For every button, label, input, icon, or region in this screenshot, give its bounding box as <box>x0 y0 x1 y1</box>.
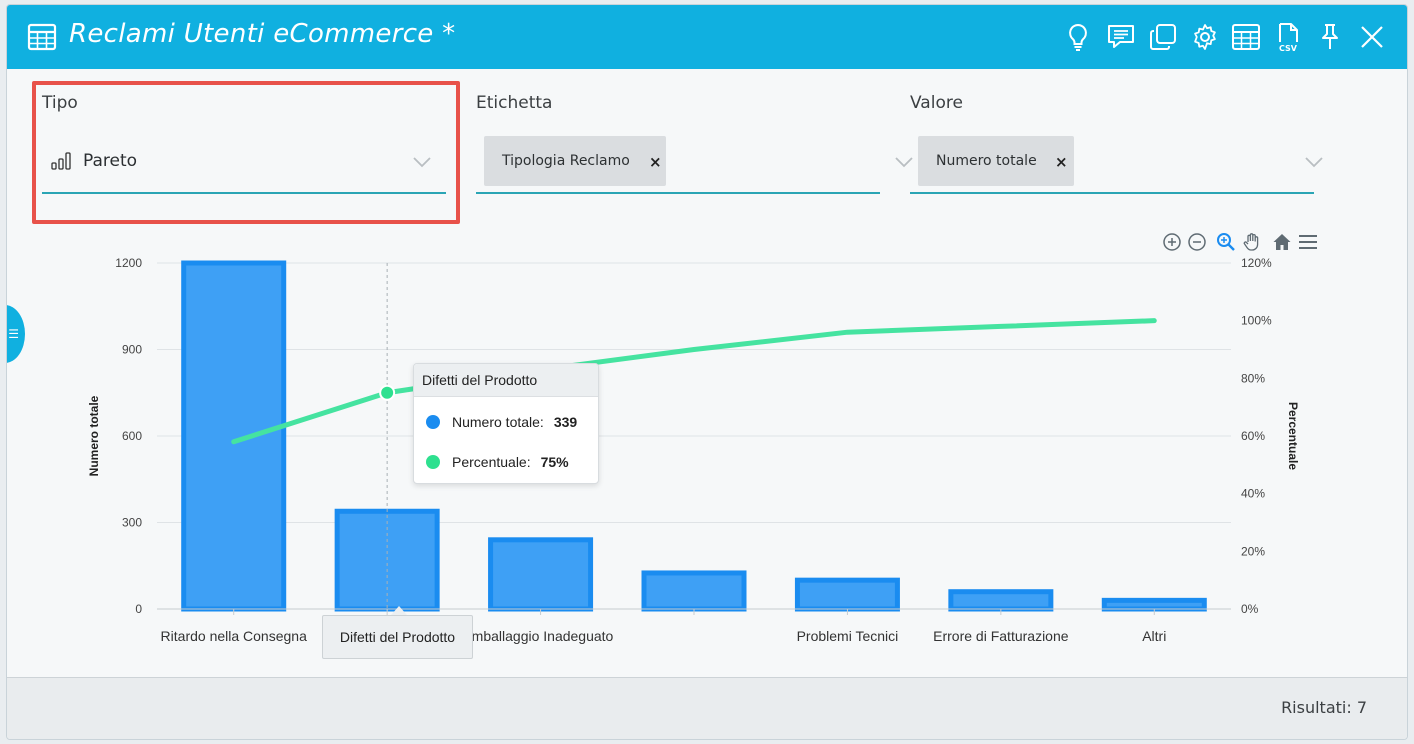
tipo-value: Pareto <box>83 151 138 171</box>
reset-zoom-button[interactable] <box>1271 231 1293 253</box>
chart-tooltip: Difetti del Prodotto Numero totale: 339 … <box>413 363 599 484</box>
axis-layer: 0 300 600 900 1200 0% 20% 40% 60% 80% 100% 120% Rita… <box>115 256 1272 644</box>
y2-tick-label: 100% <box>1241 314 1272 328</box>
y-axis-title: Numero totale <box>87 395 101 476</box>
tooltip-row-count: Numero totale: 339 <box>426 414 577 430</box>
y-tick-label: 600 <box>122 429 142 443</box>
settings-button[interactable] <box>1188 19 1222 55</box>
report-window: Reclami Utenti eCommerce * CSV ☰ Tipo <box>6 4 1408 740</box>
zoom-out-icon <box>1188 233 1206 251</box>
y2-axis-title: Percentuale <box>1286 402 1300 470</box>
close-icon <box>1361 26 1383 48</box>
series-bar-marker <box>426 415 440 429</box>
footer: Risultati: 7 <box>7 677 1407 739</box>
bar <box>794 577 900 612</box>
y-tick-label: 0 <box>135 602 142 616</box>
table-icon <box>27 23 57 51</box>
lightbulb-button[interactable] <box>1061 19 1095 55</box>
title-bar: Reclami Utenti eCommerce * CSV <box>7 5 1407 69</box>
comments-button[interactable] <box>1104 19 1138 55</box>
y2-tick-label: 0% <box>1241 602 1259 616</box>
percent-line <box>231 318 1157 445</box>
grid-layer <box>157 262 1231 610</box>
selection-zoom-button[interactable] <box>1215 231 1237 253</box>
x-tick-label: Altri <box>1142 628 1166 644</box>
zoom-in-icon <box>1163 233 1181 251</box>
etichetta-chip: Tipologia Reclamo <box>484 136 666 186</box>
bar <box>948 589 1054 612</box>
y2-tick-label: 20% <box>1241 544 1265 558</box>
zoom-in-button[interactable] <box>1161 231 1183 253</box>
close-button[interactable] <box>1355 19 1389 55</box>
hamburger-icon <box>1299 235 1317 249</box>
pin-button[interactable] <box>1313 19 1347 55</box>
chevron-down-icon <box>895 157 913 168</box>
home-icon <box>1273 234 1291 250</box>
gear-icon <box>1194 24 1216 50</box>
x-axis-tooltip-arrow <box>391 606 407 615</box>
x-tick-label: Problemi Tecnici <box>797 628 899 644</box>
chevron-down-icon <box>413 157 431 168</box>
y-tick-label: 1200 <box>115 256 142 270</box>
results-count: Risultati: 7 <box>1281 698 1367 717</box>
csv-label: CSV <box>1279 44 1298 52</box>
x-tick-label: Ritardo nella Consegna <box>161 628 308 644</box>
comment-icon <box>1108 25 1134 48</box>
lightbulb-icon <box>1069 23 1087 51</box>
chevron-down-icon <box>1305 157 1323 168</box>
bar <box>488 537 594 612</box>
x-tick-label: Imballaggio Inadeguato <box>468 628 614 644</box>
y2-tick-label: 80% <box>1241 371 1265 385</box>
tooltip-row-value: 339 <box>553 414 578 430</box>
y-tick-label: 300 <box>122 516 142 530</box>
x-axis-tooltip: Difetti del Prodotto <box>322 615 473 659</box>
csv-file-icon: CSV <box>1279 23 1298 52</box>
valore-underline <box>910 192 1314 194</box>
tooltip-row-label: Numero totale: <box>452 414 544 430</box>
window-title: Reclami Utenti eCommerce * <box>69 19 456 49</box>
grid-icon <box>1232 24 1260 50</box>
active-point-marker <box>379 384 396 401</box>
etichetta-label: Etichetta <box>476 93 553 113</box>
valore-chip-remove-icon[interactable]: × <box>1055 153 1068 171</box>
series-line-marker <box>426 455 440 469</box>
pareto-chart: 0 300 600 900 1200 0% 20% 40% 60% 80% 100% 120% Rita… <box>87 256 1300 644</box>
bar <box>181 260 287 612</box>
y2-tick-label: 40% <box>1241 487 1265 501</box>
tooltip-title: Difetti del Prodotto <box>414 364 598 397</box>
y2-tick-label: 120% <box>1241 256 1272 270</box>
tooltip-row-label: Percentuale: <box>452 454 531 470</box>
export-csv-button[interactable]: CSV <box>1271 19 1305 55</box>
chart-menu-button[interactable] <box>1297 231 1319 253</box>
pan-button[interactable] <box>1241 231 1263 253</box>
tooltip-row-percent: Percentuale: 75% <box>426 454 569 470</box>
hand-icon <box>1243 233 1259 251</box>
tipo-underline <box>42 192 446 194</box>
zoom-out-button[interactable] <box>1186 231 1208 253</box>
menu-icon: ☰ <box>8 327 19 341</box>
valore-label: Valore <box>910 93 963 113</box>
bar <box>1101 597 1207 612</box>
bar <box>641 570 747 612</box>
table-view-button[interactable] <box>1229 19 1263 55</box>
etichetta-chip-label: Tipologia Reclamo <box>502 153 630 169</box>
etichetta-underline <box>476 192 880 194</box>
highlight-box <box>32 81 460 224</box>
copy-icon <box>1150 24 1176 50</box>
pin-icon <box>1322 24 1338 49</box>
x-tick-label: Errore di Fatturazione <box>933 628 1069 644</box>
sidebar-toggle-button[interactable]: ☰ <box>7 305 25 363</box>
magnifier-icon <box>1217 233 1235 251</box>
tipo-label: Tipo <box>42 93 78 113</box>
valore-chip: Numero totale <box>918 136 1074 186</box>
y2-tick-label: 60% <box>1241 429 1265 443</box>
etichetta-chip-remove-icon[interactable]: × <box>649 153 662 171</box>
tooltip-row-value: 75% <box>540 454 569 470</box>
line-layer <box>231 318 1157 445</box>
duplicate-button[interactable] <box>1146 19 1180 55</box>
y-tick-label: 900 <box>122 343 142 357</box>
bar-chart-icon <box>51 152 71 170</box>
valore-chip-label: Numero totale <box>936 153 1037 169</box>
